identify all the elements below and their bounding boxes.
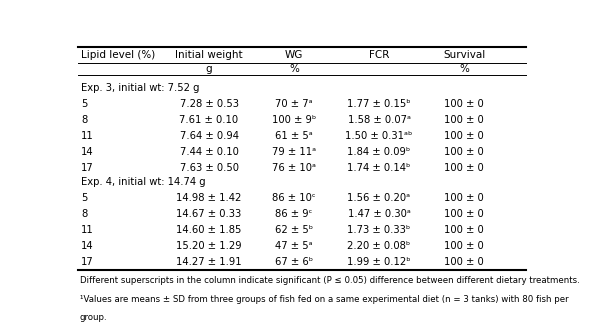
Text: 7.63 ± 0.50: 7.63 ± 0.50 xyxy=(180,163,239,173)
Text: Initial weight: Initial weight xyxy=(175,50,243,60)
Text: 14.67 ± 0.33: 14.67 ± 0.33 xyxy=(177,209,241,218)
Text: 62 ± 5ᵇ: 62 ± 5ᵇ xyxy=(275,224,313,235)
Text: 1.99 ± 0.12ᵇ: 1.99 ± 0.12ᵇ xyxy=(348,256,411,267)
Text: 14: 14 xyxy=(81,241,94,250)
Text: 1.77 ± 0.15ᵇ: 1.77 ± 0.15ᵇ xyxy=(348,99,411,109)
Text: 11: 11 xyxy=(81,224,94,235)
Text: 15.20 ± 1.29: 15.20 ± 1.29 xyxy=(176,241,242,250)
Text: Exp. 4, initial wt: 14.74 g: Exp. 4, initial wt: 14.74 g xyxy=(81,177,206,186)
Text: 100 ± 0: 100 ± 0 xyxy=(444,163,484,173)
Text: 1.47 ± 0.30ᵃ: 1.47 ± 0.30ᵃ xyxy=(348,209,411,218)
Text: 5: 5 xyxy=(81,192,87,203)
Text: 1.74 ± 0.14ᵇ: 1.74 ± 0.14ᵇ xyxy=(348,163,411,173)
Text: 100 ± 0: 100 ± 0 xyxy=(444,192,484,203)
Text: 14: 14 xyxy=(81,148,94,157)
Text: 11: 11 xyxy=(81,131,94,141)
Text: 67 ± 6ᵇ: 67 ± 6ᵇ xyxy=(275,256,313,267)
Text: 61 ± 5ᵃ: 61 ± 5ᵃ xyxy=(275,131,313,141)
Text: 1.50 ± 0.31ᵃᵇ: 1.50 ± 0.31ᵃᵇ xyxy=(345,131,413,141)
Text: 79 ± 11ᵃ: 79 ± 11ᵃ xyxy=(272,148,316,157)
Text: 14.98 ± 1.42: 14.98 ± 1.42 xyxy=(176,192,241,203)
Text: ¹Values are means ± SD from three groups of fish fed on a same experimental diet: ¹Values are means ± SD from three groups… xyxy=(80,295,568,304)
Text: 7.64 ± 0.94: 7.64 ± 0.94 xyxy=(180,131,239,141)
Text: 8: 8 xyxy=(81,115,87,125)
Text: group.: group. xyxy=(80,313,107,322)
Text: Survival: Survival xyxy=(443,50,485,60)
Text: 7.44 ± 0.10: 7.44 ± 0.10 xyxy=(180,148,239,157)
Text: FCR: FCR xyxy=(369,50,389,60)
Text: Different superscripts in the column indicate significant (P ≤ 0.05) difference : Different superscripts in the column ind… xyxy=(80,276,580,285)
Text: 100 ± 9ᵇ: 100 ± 9ᵇ xyxy=(272,115,316,125)
Text: %: % xyxy=(289,64,299,74)
Text: 14.27 ± 1.91: 14.27 ± 1.91 xyxy=(176,256,242,267)
Text: 1.58 ± 0.07ᵃ: 1.58 ± 0.07ᵃ xyxy=(348,115,411,125)
Text: 1.84 ± 0.09ᵇ: 1.84 ± 0.09ᵇ xyxy=(348,148,411,157)
Text: 14.60 ± 1.85: 14.60 ± 1.85 xyxy=(176,224,241,235)
Text: 7.28 ± 0.53: 7.28 ± 0.53 xyxy=(180,99,239,109)
Text: Lipid level (%): Lipid level (%) xyxy=(81,50,155,60)
Text: 100 ± 0: 100 ± 0 xyxy=(444,131,484,141)
Text: 100 ± 0: 100 ± 0 xyxy=(444,99,484,109)
Text: 17: 17 xyxy=(81,163,94,173)
Text: 5: 5 xyxy=(81,99,87,109)
Text: %: % xyxy=(459,64,469,74)
Text: 100 ± 0: 100 ± 0 xyxy=(444,115,484,125)
Text: Exp. 3, initial wt: 7.52 g: Exp. 3, initial wt: 7.52 g xyxy=(81,83,200,93)
Text: 100 ± 0: 100 ± 0 xyxy=(444,224,484,235)
Text: 76 ± 10ᵃ: 76 ± 10ᵃ xyxy=(272,163,316,173)
Text: 8: 8 xyxy=(81,209,87,218)
Text: 86 ± 10ᶜ: 86 ± 10ᶜ xyxy=(272,192,316,203)
Text: 1.56 ± 0.20ᵃ: 1.56 ± 0.20ᵃ xyxy=(348,192,411,203)
Text: WG: WG xyxy=(285,50,303,60)
Text: 7.61 ± 0.10: 7.61 ± 0.10 xyxy=(180,115,239,125)
Text: g: g xyxy=(206,64,213,74)
Text: 100 ± 0: 100 ± 0 xyxy=(444,241,484,250)
Text: 1.73 ± 0.33ᵇ: 1.73 ± 0.33ᵇ xyxy=(348,224,411,235)
Text: 70 ± 7ᵃ: 70 ± 7ᵃ xyxy=(275,99,313,109)
Text: 86 ± 9ᶜ: 86 ± 9ᶜ xyxy=(275,209,313,218)
Text: 17: 17 xyxy=(81,256,94,267)
Text: 100 ± 0: 100 ± 0 xyxy=(444,256,484,267)
Text: 100 ± 0: 100 ± 0 xyxy=(444,209,484,218)
Text: 100 ± 0: 100 ± 0 xyxy=(444,148,484,157)
Text: 2.20 ± 0.08ᵇ: 2.20 ± 0.08ᵇ xyxy=(348,241,411,250)
Text: 47 ± 5ᵃ: 47 ± 5ᵃ xyxy=(275,241,313,250)
